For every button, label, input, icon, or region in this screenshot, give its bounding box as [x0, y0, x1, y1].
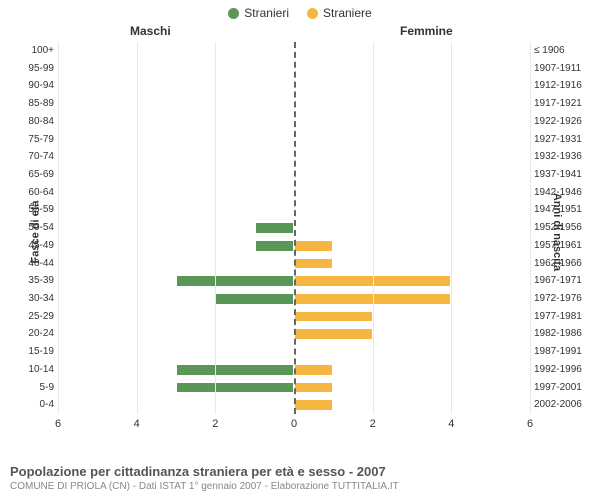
- birth-year-label: 1997-2001: [534, 379, 596, 397]
- x-tick-label: 0: [291, 418, 297, 430]
- age-label: 30-34: [12, 290, 54, 308]
- age-label: 75-79: [12, 131, 54, 149]
- birth-year-label: 1917-1921: [534, 95, 596, 113]
- x-tick-label: 6: [55, 418, 61, 430]
- legend: Stranieri Straniere: [0, 0, 600, 22]
- header-female: Femmine: [400, 24, 453, 38]
- chart-area: Maschi Femmine Fasce di età Anni di nasc…: [0, 22, 600, 442]
- swatch-female: [307, 8, 318, 19]
- x-tick-label: 2: [370, 418, 376, 430]
- birth-year-label: 1962-1966: [534, 255, 596, 273]
- age-label: 5-9: [12, 379, 54, 397]
- bar-female: [294, 364, 333, 376]
- age-label: 10-14: [12, 361, 54, 379]
- age-label: 85-89: [12, 95, 54, 113]
- age-label: 50-54: [12, 219, 54, 237]
- x-axis-labels: 6 4 2 0 2 4 6: [58, 418, 530, 432]
- legend-item-female: Straniere: [307, 6, 372, 20]
- age-label: 40-44: [12, 255, 54, 273]
- legend-label-male: Stranieri: [244, 6, 289, 20]
- birth-year-label: ≤ 1906: [534, 42, 596, 60]
- swatch-male: [228, 8, 239, 19]
- birth-year-label: 1957-1961: [534, 237, 596, 255]
- bar-female: [294, 382, 333, 394]
- header-male: Maschi: [130, 24, 171, 38]
- footer: Popolazione per cittadinanza straniera p…: [10, 464, 399, 492]
- age-label: 70-74: [12, 148, 54, 166]
- gridline: [530, 42, 531, 414]
- footer-subtitle: COMUNE DI PRIOLA (CN) - Dati ISTAT 1° ge…: [10, 481, 399, 492]
- gridline: [451, 42, 452, 414]
- gridline: [373, 42, 374, 414]
- birth-year-label: 1942-1946: [534, 184, 596, 202]
- age-label: 45-49: [12, 237, 54, 255]
- gridline: [58, 42, 59, 414]
- footer-title: Popolazione per cittadinanza straniera p…: [10, 464, 399, 479]
- age-label: 65-69: [12, 166, 54, 184]
- bar-female: [294, 311, 373, 323]
- birth-year-label: 1922-1926: [534, 113, 596, 131]
- birth-year-label: 1947-1951: [534, 201, 596, 219]
- bar-female: [294, 258, 333, 270]
- age-label: 95-99: [12, 60, 54, 78]
- center-line: [294, 42, 296, 414]
- birth-year-label: 1992-1996: [534, 361, 596, 379]
- birth-year-label: 1952-1956: [534, 219, 596, 237]
- birth-year-label: 1927-1931: [534, 131, 596, 149]
- bar-female: [294, 399, 333, 411]
- bar-male: [215, 293, 294, 305]
- plot: 100+≤ 190695-991907-191190-941912-191685…: [58, 42, 530, 414]
- bar-female: [294, 240, 333, 252]
- age-label: 15-19: [12, 343, 54, 361]
- bar-male: [255, 222, 294, 234]
- bar-male: [176, 364, 294, 376]
- bar-male: [176, 275, 294, 287]
- birth-year-label: 1932-1936: [534, 148, 596, 166]
- birth-year-label: 1907-1911: [534, 60, 596, 78]
- gridline: [137, 42, 138, 414]
- age-label: 55-59: [12, 201, 54, 219]
- age-label: 80-84: [12, 113, 54, 131]
- birth-year-label: 1982-1986: [534, 325, 596, 343]
- age-label: 20-24: [12, 325, 54, 343]
- bar-female: [294, 328, 373, 340]
- bar-male: [176, 382, 294, 394]
- age-label: 35-39: [12, 272, 54, 290]
- birth-year-label: 1977-1981: [534, 308, 596, 326]
- legend-label-female: Straniere: [323, 6, 372, 20]
- birth-year-label: 1987-1991: [534, 343, 596, 361]
- birth-year-label: 1937-1941: [534, 166, 596, 184]
- birth-year-label: 2002-2006: [534, 396, 596, 414]
- age-label: 60-64: [12, 184, 54, 202]
- age-label: 0-4: [12, 396, 54, 414]
- gridline: [215, 42, 216, 414]
- x-tick-label: 4: [448, 418, 454, 430]
- birth-year-label: 1912-1916: [534, 77, 596, 95]
- bar-male: [255, 240, 294, 252]
- x-tick-label: 2: [212, 418, 218, 430]
- age-label: 90-94: [12, 77, 54, 95]
- birth-year-label: 1967-1971: [534, 272, 596, 290]
- birth-year-label: 1972-1976: [534, 290, 596, 308]
- age-label: 25-29: [12, 308, 54, 326]
- age-label: 100+: [12, 42, 54, 60]
- x-tick-label: 6: [527, 418, 533, 430]
- legend-item-male: Stranieri: [228, 6, 289, 20]
- x-tick-label: 4: [134, 418, 140, 430]
